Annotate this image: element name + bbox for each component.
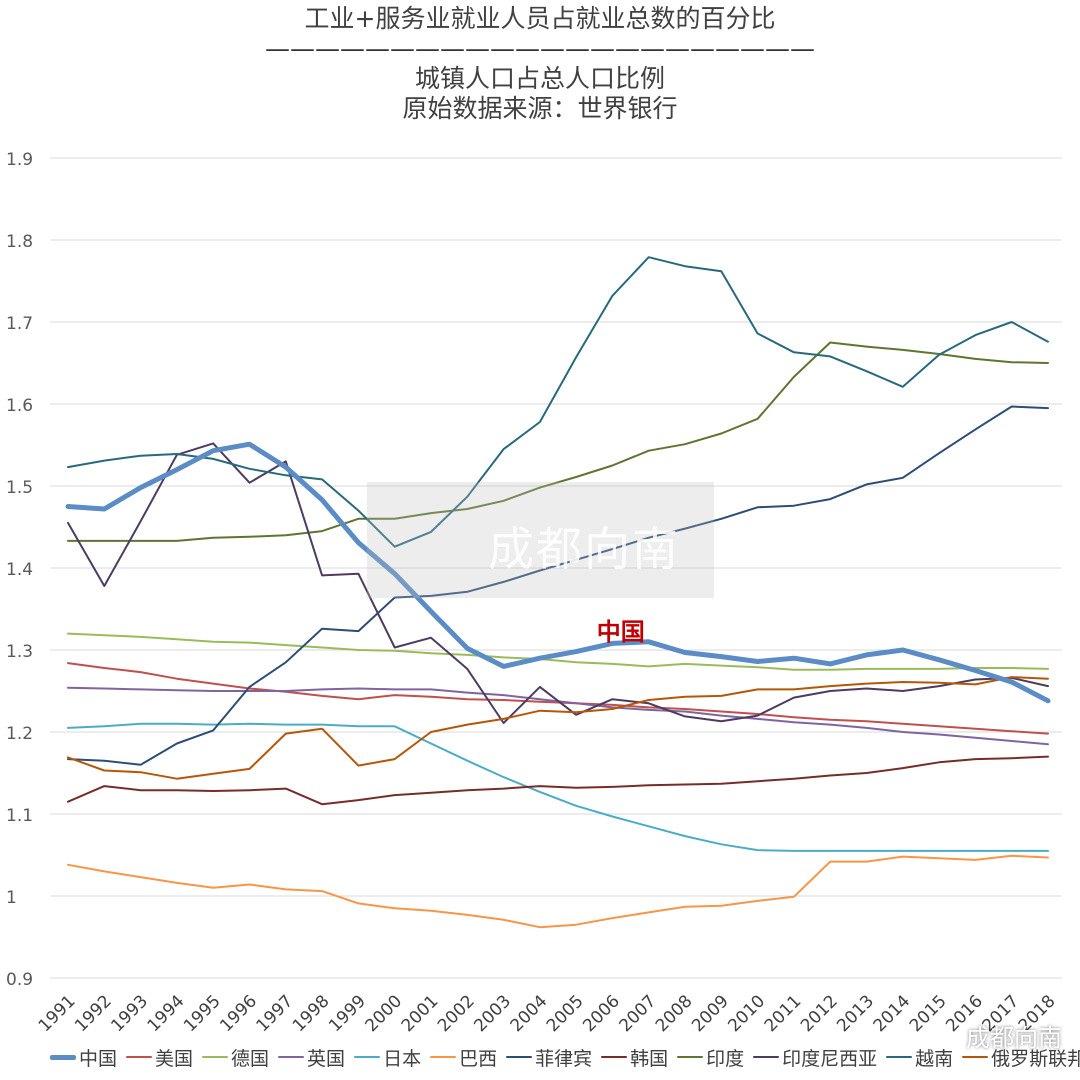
legend-label: 俄罗斯联邦 — [991, 1044, 1080, 1071]
y-tick-label: 1.5 — [6, 478, 33, 498]
legend-item: 俄罗斯联邦 — [962, 1044, 1080, 1071]
series-line-韩国 — [68, 757, 1048, 805]
y-tick-label: 1.3 — [6, 642, 33, 662]
x-tick-label: 2005 — [543, 991, 588, 1036]
x-tick-label: 2008 — [652, 991, 697, 1036]
legend-item: 英国 — [278, 1044, 345, 1071]
legend-swatch — [677, 1056, 703, 1058]
x-tick-label: 1995 — [180, 991, 225, 1036]
x-tick-label: 1997 — [253, 991, 298, 1036]
legend-item: 越南 — [886, 1044, 953, 1071]
x-tick-label: 2012 — [797, 991, 842, 1036]
legend-item: 韩国 — [601, 1044, 668, 1071]
legend-label: 巴西 — [459, 1044, 497, 1071]
x-tick-label: 1992 — [71, 991, 116, 1036]
x-tick-label: 2011 — [761, 991, 806, 1036]
series-line-巴西 — [68, 856, 1048, 927]
legend-item: 印度 — [677, 1044, 744, 1071]
legend-item: 中国 — [50, 1044, 117, 1071]
legend-label: 中国 — [79, 1044, 117, 1071]
legend-swatch — [50, 1055, 76, 1060]
legend-item: 美国 — [126, 1044, 193, 1071]
chart-legend: 中国 美国 德国 英国 日本 巴西 菲律宾 韩国 印度 印度尼西亚 越南 俄罗斯联邦 — [50, 1043, 1060, 1071]
x-tick-label: 2010 — [724, 991, 769, 1036]
x-tick-label: 1996 — [216, 991, 261, 1036]
y-tick-label: 1.9 — [6, 150, 33, 170]
legend-swatch — [430, 1056, 456, 1058]
y-tick-label: 0.9 — [6, 970, 33, 990]
watermark-text: 成都向南 — [488, 513, 680, 579]
y-tick-label: 1.2 — [6, 724, 33, 744]
x-tick-label: 1994 — [144, 991, 189, 1036]
legend-swatch — [506, 1056, 532, 1058]
legend-label: 越南 — [915, 1044, 953, 1071]
legend-swatch — [886, 1056, 912, 1058]
legend-label: 印度尼西亚 — [782, 1044, 877, 1071]
legend-label: 印度 — [706, 1044, 744, 1071]
x-tick-label: 1993 — [107, 991, 152, 1036]
legend-label: 菲律宾 — [535, 1044, 592, 1071]
x-tick-label: 2007 — [616, 991, 661, 1036]
y-tick-label: 1.6 — [6, 396, 33, 416]
legend-swatch — [962, 1056, 988, 1058]
legend-item: 巴西 — [430, 1044, 497, 1071]
y-tick-label: 1.7 — [6, 314, 33, 334]
legend-swatch — [278, 1056, 304, 1058]
x-tick-label: 2006 — [579, 991, 624, 1036]
legend-item: 日本 — [354, 1044, 421, 1071]
x-tick-label: 2015 — [906, 991, 951, 1036]
series-line-英国 — [68, 688, 1048, 745]
legend-swatch — [753, 1056, 779, 1058]
legend-item: 印度尼西亚 — [753, 1044, 877, 1071]
legend-swatch — [202, 1056, 228, 1058]
legend-swatch — [601, 1056, 627, 1058]
legend-label: 日本 — [383, 1044, 421, 1071]
x-tick-label: 1999 — [325, 991, 370, 1036]
legend-label: 德国 — [231, 1044, 269, 1071]
x-tick-label: 2014 — [870, 991, 915, 1036]
legend-label: 美国 — [155, 1044, 193, 1071]
y-tick-label: 1.4 — [6, 560, 33, 580]
y-tick-label: 1.8 — [6, 232, 33, 252]
x-tick-label: 2001 — [398, 991, 443, 1036]
x-tick-label: 2004 — [507, 991, 552, 1036]
legend-swatch — [354, 1056, 380, 1058]
x-tick-label: 2009 — [688, 991, 733, 1036]
x-tick-label: 1998 — [289, 991, 334, 1036]
legend-label: 韩国 — [630, 1044, 668, 1071]
legend-item: 德国 — [202, 1044, 269, 1071]
x-tick-label: 2013 — [833, 991, 878, 1036]
series-annotation: 中国 — [597, 617, 645, 646]
x-tick-label: 1991 — [35, 991, 80, 1036]
y-tick-label: 1 — [6, 888, 17, 908]
legend-label: 英国 — [307, 1044, 345, 1071]
x-tick-label: 2002 — [434, 991, 479, 1036]
x-tick-label: 2000 — [361, 991, 406, 1036]
legend-item: 菲律宾 — [506, 1044, 592, 1071]
legend-swatch — [126, 1056, 152, 1058]
series-line-美国 — [68, 663, 1048, 734]
x-tick-label: 2003 — [470, 991, 515, 1036]
y-tick-label: 1.1 — [6, 806, 33, 826]
